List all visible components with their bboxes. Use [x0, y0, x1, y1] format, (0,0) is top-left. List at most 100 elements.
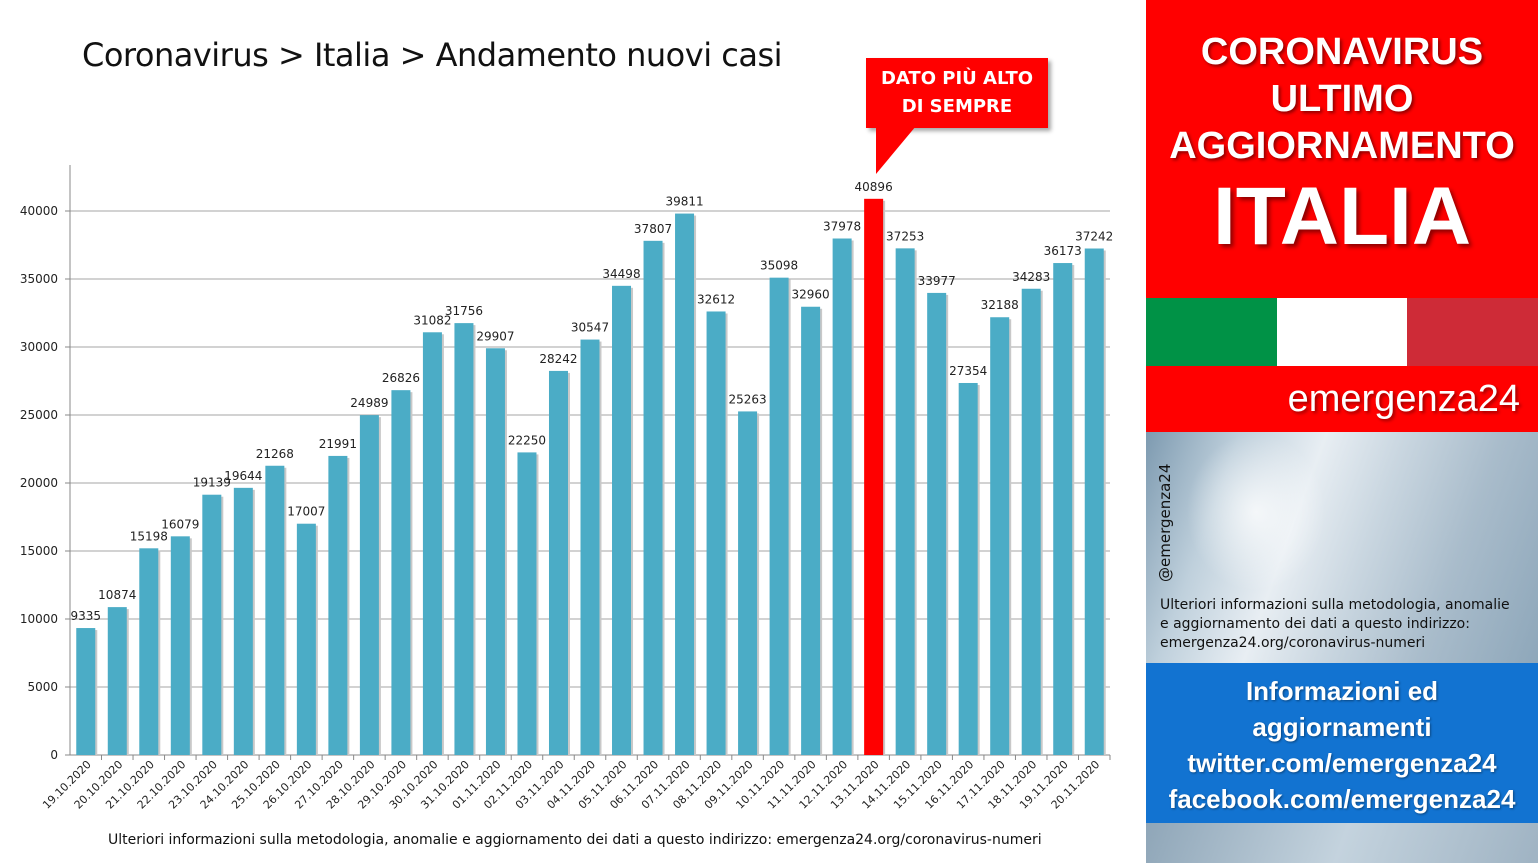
data-label: 26826	[382, 371, 420, 385]
brand-bar: emergenza24	[1146, 366, 1538, 432]
bar	[1053, 263, 1073, 755]
bar	[706, 311, 726, 755]
data-label: 25263	[728, 392, 766, 406]
callout-line-2: DI SEMPRE	[901, 96, 1013, 117]
footer-note: Ulteriori informazioni sulla metodologia…	[108, 832, 1042, 848]
info-line-1: Informazioni ed	[1245, 676, 1439, 706]
bar	[1084, 248, 1104, 756]
bar	[1021, 288, 1041, 755]
bar	[391, 390, 411, 755]
info-line-2: aggiornamenti	[1252, 712, 1432, 742]
data-label: 19644	[224, 469, 262, 483]
bar	[202, 494, 222, 755]
background-photo: @emergenza24 Ulteriori informazioni sull…	[1146, 432, 1538, 663]
y-tick-label: 25000	[20, 408, 58, 422]
bar	[296, 523, 316, 755]
bar	[769, 277, 789, 755]
bar	[485, 348, 505, 755]
facebook-link[interactable]: facebook.com/emergenza24	[1168, 784, 1516, 814]
y-tick-label: 15000	[20, 544, 58, 558]
data-label: 31082	[413, 313, 451, 327]
bar	[927, 292, 947, 755]
methodology-note-line-1: Ulteriori informazioni sulla metodologia…	[1160, 597, 1510, 613]
headline-line-2: ULTIMO	[1270, 78, 1414, 120]
y-tick-label: 35000	[20, 272, 58, 286]
data-label: 37807	[634, 222, 672, 236]
italian-flag-icon	[1146, 298, 1538, 366]
info-box: Informazioni ed aggiornamenti twitter.co…	[1146, 663, 1538, 823]
background-photo-bottom	[1146, 823, 1538, 863]
headline-box: CORONAVIRUS ULTIMO AGGIORNAMENTO ITALIA	[1146, 0, 1538, 298]
methodology-note-line-2: e aggiornamento dei dati a questo indiri…	[1160, 616, 1470, 632]
bar	[675, 213, 695, 755]
data-label: 36173	[1044, 244, 1082, 258]
headline-line-1: CORONAVIRUS	[1200, 31, 1484, 73]
data-label: 10874	[98, 588, 136, 602]
data-label: 32188	[981, 298, 1019, 312]
y-tick-label: 30000	[20, 340, 58, 354]
social-handle: @emergenza24	[1156, 463, 1174, 582]
data-label: 34498	[602, 267, 640, 281]
data-label: 37253	[886, 229, 924, 243]
data-label: 24989	[350, 396, 388, 410]
bar	[580, 339, 600, 755]
y-tick-label: 40000	[20, 204, 58, 218]
callout-box: DATO PIÙ ALTO DI SEMPRE	[866, 58, 1048, 128]
data-label: 35098	[760, 259, 798, 273]
data-label: 34283	[1012, 270, 1050, 284]
data-label: 37978	[823, 219, 861, 233]
twitter-link[interactable]: twitter.com/emergenza24	[1187, 748, 1497, 778]
methodology-note-line-3: emergenza24.org/coronavirus-numeri	[1160, 635, 1426, 651]
bar	[328, 455, 348, 755]
bar	[107, 607, 127, 755]
bar	[233, 487, 253, 755]
bar	[895, 248, 915, 756]
data-label: 16079	[161, 517, 199, 531]
bar	[76, 628, 96, 755]
bar	[801, 306, 821, 755]
y-tick-label: 0	[50, 748, 58, 762]
data-label: 33977	[918, 274, 956, 288]
y-tick-label: 10000	[20, 612, 58, 626]
bar	[738, 411, 758, 755]
data-label: 28242	[539, 352, 577, 366]
bar	[864, 198, 884, 756]
methodology-note: Ulteriori informazioni sulla metodologia…	[1160, 596, 1532, 653]
bar-chart: 0 5000 10000 15000 20000 25000 30000 35000 40000…	[20, 165, 1113, 812]
data-label: 15198	[130, 529, 168, 543]
bar	[832, 238, 852, 755]
page-title: Coronavirus > Italia > Andamento nuovi c…	[82, 36, 783, 74]
brand-logo: emergenza24	[1287, 378, 1520, 420]
callout-line-1: DATO PIÙ ALTO	[880, 68, 1034, 89]
data-label: 9335	[70, 609, 101, 623]
data-label: 21268	[256, 447, 294, 461]
data-label: 37242	[1075, 230, 1113, 244]
data-label: 21991	[319, 437, 357, 451]
country-name: ITALIA	[1212, 171, 1472, 262]
data-label: 30547	[571, 321, 609, 335]
bar	[990, 317, 1010, 755]
bar	[139, 548, 159, 755]
data-label: 32612	[697, 292, 735, 306]
bar	[170, 536, 190, 755]
bar	[265, 465, 285, 755]
bar	[643, 240, 663, 755]
bar	[548, 370, 568, 755]
bar	[454, 323, 474, 755]
bar	[517, 452, 537, 755]
data-label: 19139	[193, 476, 231, 490]
data-label: 27354	[949, 364, 987, 378]
right-panel: CORONAVIRUS ULTIMO AGGIORNAMENTO ITALIA …	[1146, 0, 1538, 863]
bar	[612, 285, 632, 755]
y-tick-label: 5000	[27, 680, 58, 694]
data-label: 17007	[287, 505, 325, 519]
headline-line-3: AGGIORNAMENTO	[1169, 125, 1515, 167]
data-label: 29907	[476, 329, 514, 343]
data-label: 22250	[508, 433, 546, 447]
data-label: 40896	[855, 180, 893, 194]
bar	[359, 415, 379, 755]
data-label: 39811	[665, 195, 703, 209]
callout-pointer	[876, 126, 916, 174]
y-tick-label: 20000	[20, 476, 58, 490]
data-label: 32960	[792, 288, 830, 302]
